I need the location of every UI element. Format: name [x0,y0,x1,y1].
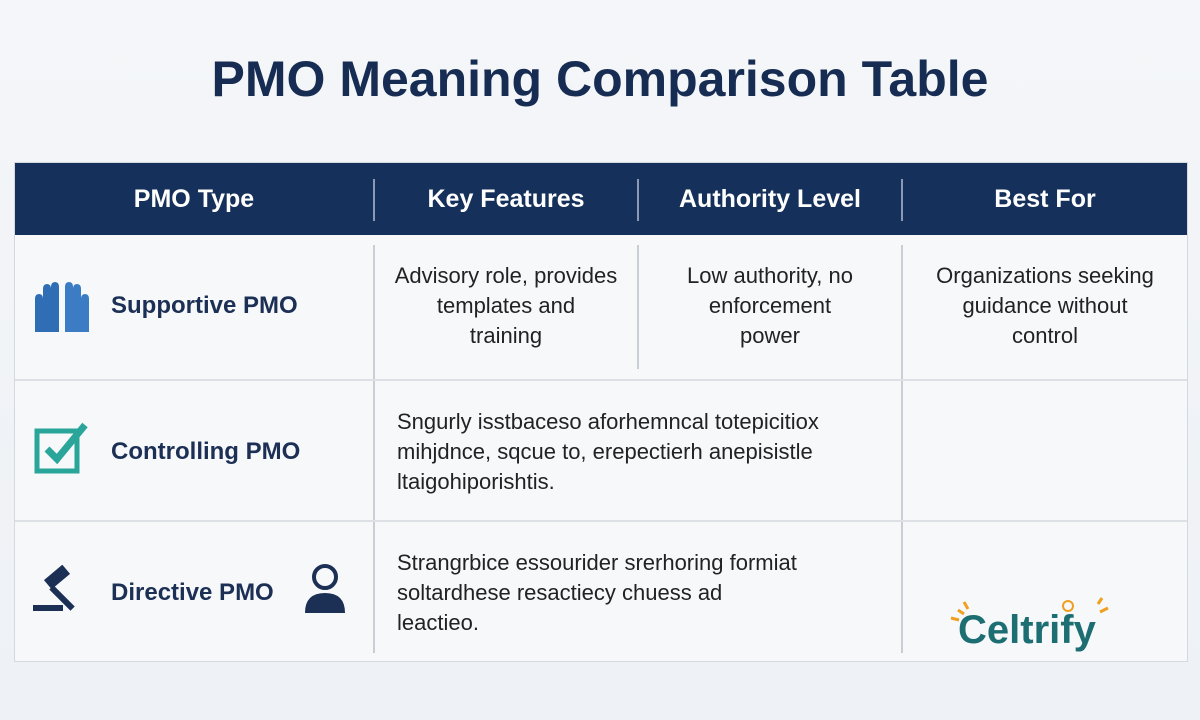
authority-line: enforcement [708,293,832,318]
header-cell: Key Features [427,185,585,213]
authority-line: power [740,323,800,348]
features-line: mihjdnce, sqcue to, erepectierh anepisis… [397,439,813,464]
column-divider [637,245,639,369]
features-line: Advisory role, provides [394,263,618,288]
features-line: Sngurly isstbaceso aforhemncal totepicit… [397,409,819,434]
features-line: leactieo. [397,610,479,635]
authority-line: Low authority, no [687,263,853,288]
header-divider [901,179,903,221]
row-divider [15,520,1187,522]
best-for-line: control [1011,323,1079,348]
directive-icon [33,565,75,611]
features-line: ltaigohiporishtis. [397,469,555,494]
logo-accent [950,597,1109,622]
header-cell: Authority Level [679,185,861,213]
header-bar [15,163,1187,235]
supportive-icon [35,282,89,332]
row-divider [15,379,1187,381]
logo: Celtrify [958,608,1096,652]
features-line: soltardhese resactiecy chuess ad [397,580,723,605]
features-line: templates and [436,293,576,318]
header-divider [373,179,375,221]
features-line: training [469,323,543,348]
features-line: Strangrbice essourider srerhoring formia… [397,550,797,575]
pmo-type: Supportive PMO [111,292,298,319]
best-for-line: guidance without [962,293,1128,318]
pmo-type: Directive PMO [111,579,274,606]
title: PMO Meaning Comparison Table [211,51,989,107]
header-cell: Best For [994,185,1096,213]
table: PMO Type Key Features Authority Level Best … [14,162,1188,662]
pmo-type: Controlling PMO [111,438,301,465]
header-divider [637,179,639,221]
person-icon [305,564,345,613]
best-for-line: Organizations seeking [936,263,1154,288]
column-divider [373,245,375,653]
controlling-icon [34,422,88,474]
column-divider [901,245,903,653]
header-cell: PMO Type [133,185,255,213]
